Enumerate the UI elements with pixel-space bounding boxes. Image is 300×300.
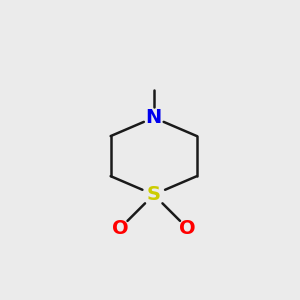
Text: O: O [179, 219, 196, 238]
Text: N: N [146, 108, 162, 127]
Text: S: S [147, 185, 161, 204]
Text: O: O [112, 219, 128, 238]
